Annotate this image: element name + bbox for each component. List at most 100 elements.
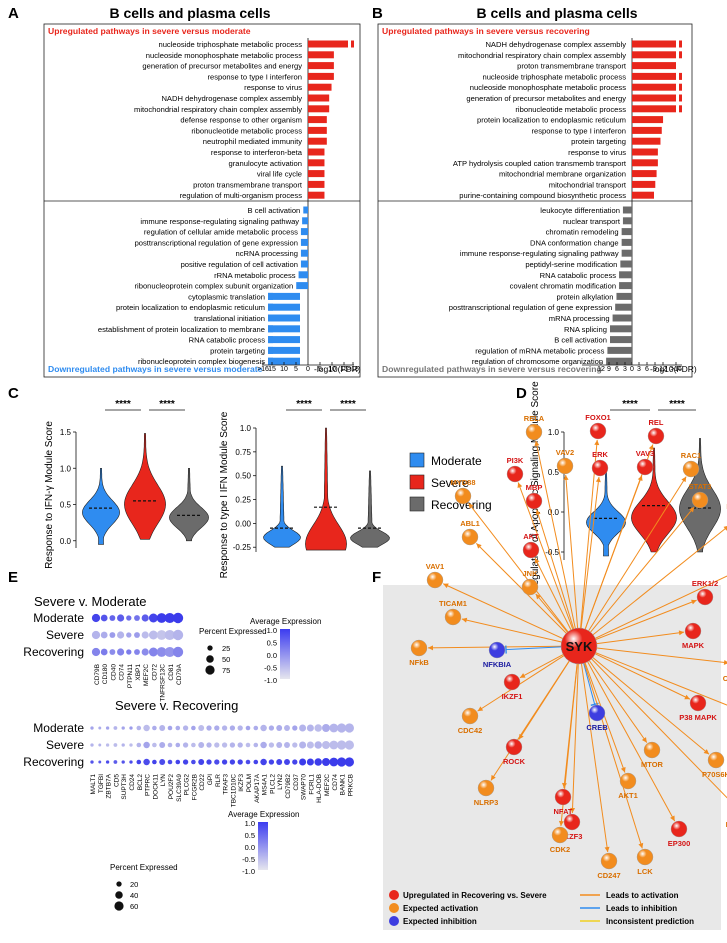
legend-swatch xyxy=(410,475,424,489)
bar-label-down: regulation of mRNA metabolic process xyxy=(475,346,604,355)
panel-a: A B cells and plasma cells Upregulated p… xyxy=(8,5,361,377)
bar-label-down: immune response-regulating signaling pat… xyxy=(460,249,619,258)
dot xyxy=(276,725,282,731)
y-tick-label: 0.0 xyxy=(60,537,72,546)
y-tick-label: 0.5 xyxy=(60,501,72,510)
bar-up xyxy=(308,116,327,123)
panel-e-top-title: Severe v. Moderate xyxy=(34,594,146,609)
y-tick-label: 0.00 xyxy=(235,519,251,528)
dot xyxy=(126,632,131,637)
gene-label: CD24 xyxy=(129,774,136,791)
network-node xyxy=(557,458,573,474)
y-tick-label: 0.25 xyxy=(235,496,251,505)
dot xyxy=(284,725,290,731)
network-node xyxy=(526,424,542,440)
dot xyxy=(222,759,227,764)
bar-down xyxy=(301,261,308,268)
bar-down xyxy=(296,282,308,289)
dot xyxy=(322,758,330,766)
panel-b-title: B cells and plasma cells xyxy=(476,5,637,21)
dot xyxy=(117,614,124,621)
panel-c-ylabel-2: Response to type I IFN Module Score xyxy=(219,411,230,578)
pct-label: 75 xyxy=(222,666,230,675)
dot xyxy=(101,615,108,622)
dot xyxy=(246,760,251,765)
colorbar-tick: 0.5 xyxy=(245,831,255,840)
violin-c-right: 1.00.750.500.250.00-0.25******** xyxy=(233,399,390,552)
dot xyxy=(122,726,125,729)
bar-down xyxy=(607,347,632,354)
legend-blue-label: Expected inhibition xyxy=(403,917,477,926)
dot xyxy=(254,743,259,748)
dot xyxy=(198,759,204,765)
bar-up xyxy=(632,116,663,123)
network-node-label: AKT xyxy=(523,532,539,541)
network-node-label: AKT1 xyxy=(618,791,638,800)
bar-up xyxy=(632,95,676,102)
gene-label: LYN2 xyxy=(277,774,284,790)
violin-body xyxy=(82,468,119,544)
x-tick-label: 3 xyxy=(623,366,627,373)
network-node-label: NFkB xyxy=(409,658,429,667)
bar-label-down: posttranscriptional regulation of gene e… xyxy=(135,238,298,247)
bar-label-up: granulocyte activation xyxy=(229,159,302,168)
bar-down xyxy=(610,325,632,332)
dot xyxy=(307,741,314,748)
edge-arrowhead xyxy=(594,440,599,445)
legend-activation-label: Leads to activation xyxy=(606,891,679,900)
panel-c-ylabel-1: Response to IFN-γ Module Score xyxy=(44,421,55,569)
y-tick-label: 1.0 xyxy=(240,424,252,433)
colorbar-tick: 1.0 xyxy=(267,626,277,635)
dot xyxy=(92,614,100,622)
bar-label-down: nuclear transport xyxy=(563,217,621,226)
bar-label-up: response to virus xyxy=(568,148,626,157)
dot xyxy=(314,758,322,766)
gene-label: PRKCB xyxy=(347,774,354,796)
bar-down xyxy=(299,271,308,278)
dot xyxy=(114,760,118,764)
bar-label-up: response to type I interferon xyxy=(207,72,302,81)
dot xyxy=(152,760,157,765)
bar-label-down: B cell activation xyxy=(248,206,301,215)
network-node xyxy=(671,821,687,837)
bar-label-up: nucleoside monophosphate metabolic proce… xyxy=(146,51,302,60)
violin-body xyxy=(350,471,389,547)
gene-label: AKAP17A xyxy=(254,773,261,803)
bar-label-down: positive regulation of cell activation xyxy=(181,260,298,269)
dot xyxy=(345,757,354,766)
bar-label-down: covalent chromatin modification xyxy=(510,282,616,291)
gene-label: LYN xyxy=(160,774,167,786)
pct-label: 60 xyxy=(130,902,138,911)
bar-label-up: mitochondrial membrane organization xyxy=(499,170,626,179)
y-tick-label: -0.25 xyxy=(233,543,252,552)
dot xyxy=(329,724,338,733)
gene-label: CD79A xyxy=(176,663,183,685)
network-node xyxy=(620,773,636,789)
gene-label: CD37 xyxy=(293,774,300,791)
network-node xyxy=(589,705,605,721)
dot xyxy=(276,742,282,748)
bar-up xyxy=(632,73,676,80)
bar-down-break xyxy=(268,325,273,332)
bar-up xyxy=(632,84,676,91)
bar-up xyxy=(308,51,334,58)
dot xyxy=(206,759,211,764)
dot xyxy=(183,742,188,747)
colorbar xyxy=(280,629,290,679)
violin-body xyxy=(124,433,165,539)
network-node-label: JNK xyxy=(522,569,538,578)
network-node xyxy=(411,640,427,656)
panel-letter-f: F xyxy=(372,569,381,586)
bar-label-up: nucleoside triphosphate metabolic proces… xyxy=(158,40,302,49)
dot xyxy=(159,742,165,748)
violin-body xyxy=(169,468,208,541)
dot xyxy=(117,648,124,655)
dot xyxy=(101,632,108,639)
x-tick-label: 15 xyxy=(268,366,276,373)
dot xyxy=(168,743,173,748)
x-tick-label: 0 xyxy=(630,366,634,373)
y-tick-label: 1.0 xyxy=(548,428,560,437)
bar-label-up: viral life cycle xyxy=(257,170,302,179)
network-node xyxy=(427,572,443,588)
dot-row-label: Severe xyxy=(46,628,84,642)
